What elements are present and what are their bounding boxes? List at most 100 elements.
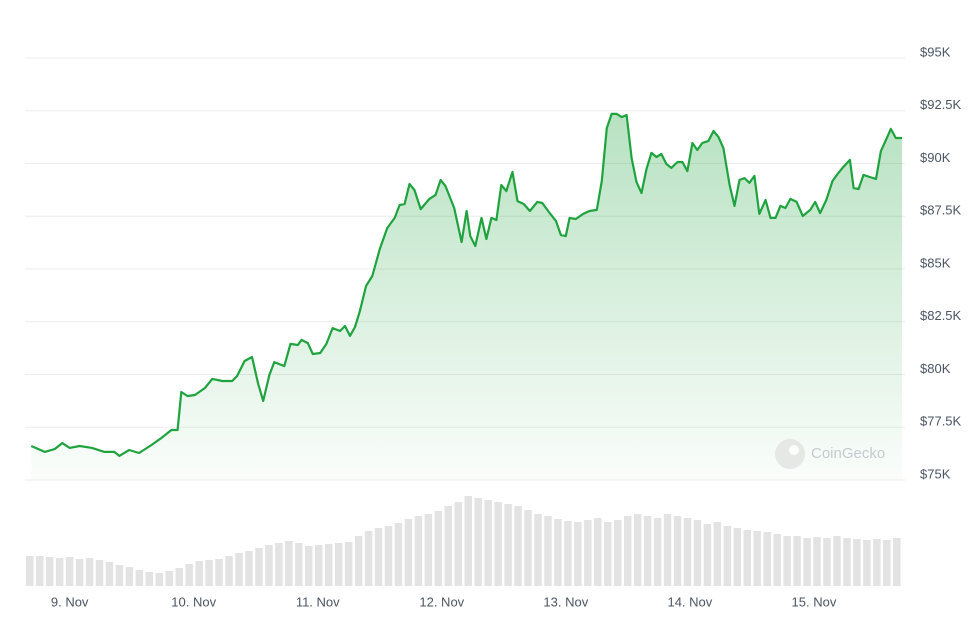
volume-bar <box>285 541 293 586</box>
volume-bar <box>564 521 572 586</box>
volume-bar <box>853 539 861 586</box>
volume-bar <box>454 502 462 586</box>
volume-bar <box>175 568 183 586</box>
x-tick-label: 11. Nov <box>296 594 340 609</box>
volume-bar <box>574 522 582 586</box>
volume-bar <box>225 556 233 586</box>
volume-bar <box>584 520 592 586</box>
volume-bar <box>305 546 313 586</box>
volume-bar <box>75 559 84 586</box>
price-plot <box>30 112 902 481</box>
volume-bar <box>823 538 831 586</box>
volume-bar <box>703 524 712 586</box>
volume-bar <box>245 551 253 586</box>
volume-bar <box>255 548 263 586</box>
volume-bar <box>633 514 642 586</box>
volume-bar <box>85 558 94 586</box>
volume-bar <box>384 526 393 586</box>
volume-bar <box>733 528 742 586</box>
volume-bar <box>65 557 74 586</box>
volume-bar <box>713 522 722 586</box>
volume-bar <box>673 516 682 586</box>
volume-bar <box>524 510 532 586</box>
volume-bar <box>773 534 781 586</box>
volume-bar <box>474 498 482 586</box>
y-tick-label: $87.5K <box>920 203 962 218</box>
volume-bar <box>414 516 423 586</box>
volume-bar <box>594 518 602 586</box>
volume-bar <box>45 557 54 586</box>
volume-bar <box>324 544 333 586</box>
volume-bar <box>185 564 193 586</box>
volume-bar <box>793 536 801 586</box>
x-tick-label: 9. Nov <box>51 594 89 609</box>
volume-bar <box>763 532 771 586</box>
volume-bar <box>494 502 502 586</box>
volume-bar <box>354 536 363 586</box>
volume-bar <box>534 514 542 586</box>
volume-bar <box>374 528 383 586</box>
volume-bar <box>364 531 373 586</box>
volume-bar <box>623 516 632 586</box>
volume-bar <box>803 538 811 586</box>
x-tick-label: 12. Nov <box>419 594 464 609</box>
volume-bar <box>893 538 901 586</box>
volume-bar <box>155 573 164 586</box>
volume-bar <box>35 556 44 586</box>
volume-bar <box>424 514 433 586</box>
volume-bar <box>504 504 512 586</box>
volume-bar <box>843 538 851 586</box>
y-tick-label: $75K <box>920 466 951 481</box>
x-tick-label: 10. Nov <box>171 594 216 609</box>
volume-bar <box>26 556 34 586</box>
volume-bar <box>464 496 472 586</box>
volume-bar <box>783 536 791 586</box>
volume-bar <box>125 567 134 586</box>
volume-bar <box>165 571 173 586</box>
volume-bar <box>484 500 492 586</box>
volume-bar <box>554 519 562 586</box>
watermark-logo-eye <box>789 445 799 455</box>
volume-bar <box>653 518 662 586</box>
y-tick-label: $95K <box>920 44 951 59</box>
volume-bar <box>105 562 114 586</box>
volume-bar <box>115 565 124 586</box>
volume-bar <box>444 506 453 586</box>
y-tick-label: $85K <box>920 255 951 270</box>
volume-bar <box>544 516 552 586</box>
volume-bar <box>404 519 413 586</box>
watermark-text: CoinGecko <box>811 445 885 462</box>
volume-bar <box>215 559 223 586</box>
volume-bar <box>145 572 154 586</box>
volume-bar <box>344 542 353 586</box>
volume-bar <box>833 536 841 586</box>
volume-bar <box>315 545 323 586</box>
volume-bar <box>195 561 203 586</box>
y-tick-label: $82.5K <box>920 308 962 323</box>
volume-bar <box>683 518 692 586</box>
x-tick-label: 15. Nov <box>792 594 837 609</box>
volume-bar <box>265 545 273 586</box>
x-tick-label: 14. Nov <box>667 594 712 609</box>
volume-bar <box>743 530 752 586</box>
volume-bar <box>643 516 652 586</box>
volume-bar <box>394 523 403 586</box>
volume-bar <box>135 570 144 586</box>
volume-bar <box>275 543 283 586</box>
volume-bar <box>295 543 303 586</box>
watermark-logo <box>775 439 805 469</box>
price-area <box>31 113 902 481</box>
volume-bar <box>813 537 821 586</box>
volume-bar <box>334 543 343 586</box>
volume-bar <box>205 560 213 586</box>
volume-bar <box>95 560 104 586</box>
watermark: CoinGecko <box>775 439 885 469</box>
volume-bar <box>693 520 702 586</box>
volume-bar <box>514 506 522 586</box>
volume-bar <box>55 558 64 586</box>
x-tick-label: 13. Nov <box>543 594 588 609</box>
volume-bar <box>434 511 443 586</box>
volume-bar <box>753 531 761 586</box>
volume-bar <box>723 526 732 586</box>
